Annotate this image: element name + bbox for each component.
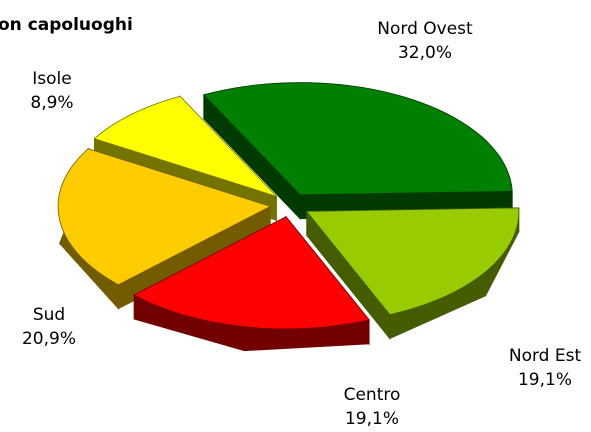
slice-group: [306, 207, 520, 340]
slice-value-label: 32,0%: [398, 43, 452, 63]
slice-label: Nord Ovest: [377, 19, 473, 39]
slice: [203, 82, 513, 195]
slice-group: [133, 215, 370, 352]
slice-value-label: 8,9%: [30, 93, 73, 113]
slice-label: Centro: [344, 385, 401, 405]
chart-title: on capoluoghi: [0, 15, 133, 35]
slice: [93, 96, 277, 197]
slice: [133, 216, 370, 330]
slice: [57, 148, 271, 285]
slice: [306, 207, 520, 315]
slice-label: Sud: [33, 305, 65, 325]
slice-label: Isole: [32, 69, 71, 89]
slice-value-label: 20,9%: [22, 329, 76, 349]
slice-group: [57, 147, 271, 310]
slice-value-label: 19,1%: [518, 370, 572, 390]
slice-value-label: 19,1%: [345, 409, 399, 429]
slice-label: Nord Est: [509, 346, 582, 366]
